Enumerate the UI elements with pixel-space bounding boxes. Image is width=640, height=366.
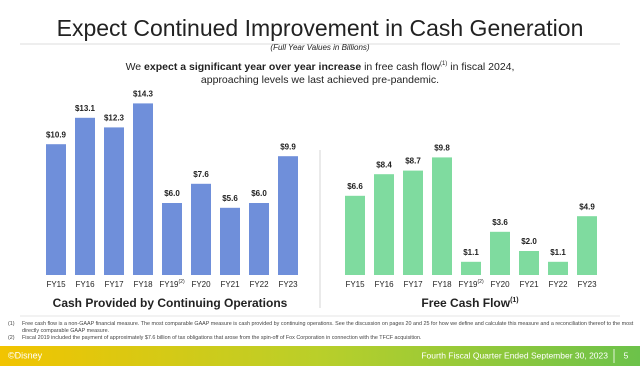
category: FY15 xyxy=(345,280,365,289)
value-label: $8.7 xyxy=(405,157,421,166)
value-label: $9.9 xyxy=(280,142,296,151)
chart-title-text: Free Cash Flow xyxy=(421,296,510,310)
x-tick-label: FY15 xyxy=(46,280,66,289)
superscript: (2) xyxy=(179,279,185,285)
footnote-marker: (2) xyxy=(8,335,15,341)
chart-title: Free Cash Flow(1) xyxy=(421,296,518,310)
x-tick-label: FY21 xyxy=(220,280,240,289)
category: FY18 xyxy=(432,280,452,289)
value-label: $6.6 xyxy=(347,182,363,191)
bar xyxy=(249,203,269,275)
body-text: We xyxy=(126,61,144,73)
x-tick-label: FY16 xyxy=(75,280,95,289)
x-tick-label: FY20 xyxy=(490,280,510,289)
footer-bar xyxy=(0,346,640,366)
bar xyxy=(548,261,568,275)
chart-title: Cash Provided by Continuing Operations xyxy=(53,296,288,310)
x-tick-label: FY19(2) xyxy=(159,279,185,289)
x-tick-label: FY21 xyxy=(519,280,539,289)
x-tick-label: FY23 xyxy=(577,280,597,289)
category: FY18 xyxy=(133,280,153,289)
value-label: $3.6 xyxy=(492,218,508,227)
category: FY20 xyxy=(191,280,211,289)
page-number: 5 xyxy=(624,350,629,360)
x-tick-label: FY20 xyxy=(191,280,211,289)
superscript: (1) xyxy=(510,297,519,304)
body-text: in fiscal 2024, xyxy=(447,61,514,73)
value-label: $1.1 xyxy=(463,248,479,257)
category: FY19 xyxy=(458,280,478,289)
value-label: $10.9 xyxy=(46,130,67,139)
x-tick-label: FY22 xyxy=(249,280,269,289)
value-label: $9.8 xyxy=(434,144,450,153)
x-tick-label: FY23 xyxy=(278,280,298,289)
x-tick-label: FY17 xyxy=(403,280,423,289)
category: FY19 xyxy=(159,280,179,289)
bar xyxy=(75,117,95,275)
chart-title-text: Cash Provided by Continuing Operations xyxy=(53,296,288,310)
body-bold: expect a significant year over year incr… xyxy=(144,61,361,73)
value-label: $14.3 xyxy=(133,90,154,99)
superscript: (2) xyxy=(478,279,484,285)
bar xyxy=(104,127,124,276)
x-tick-label: FY18 xyxy=(133,280,153,289)
body-text: in free cash flow xyxy=(361,61,440,73)
footnote: Fiscal 2019 included the payment of appr… xyxy=(22,335,422,341)
value-label: $1.1 xyxy=(550,248,566,257)
bar xyxy=(191,183,211,275)
value-label: $6.0 xyxy=(251,189,267,198)
bar xyxy=(403,170,423,275)
category: FY21 xyxy=(220,280,240,289)
bar xyxy=(490,231,510,275)
footnote-marker: (1) xyxy=(8,321,15,327)
superscript: (1) xyxy=(440,61,447,67)
value-label: $6.0 xyxy=(164,189,180,198)
value-label: $2.0 xyxy=(521,237,537,246)
bar xyxy=(278,156,298,275)
x-tick-label: FY16 xyxy=(374,280,394,289)
value-label: $7.6 xyxy=(193,170,209,179)
category: FY16 xyxy=(75,280,95,289)
x-tick-label: FY17 xyxy=(104,280,124,289)
value-label: $12.3 xyxy=(104,114,125,123)
bar xyxy=(577,216,597,275)
category: FY20 xyxy=(490,280,510,289)
bar xyxy=(220,207,240,275)
bar xyxy=(162,203,182,275)
category: FY17 xyxy=(104,280,124,289)
bar xyxy=(374,174,394,275)
category: FY17 xyxy=(403,280,423,289)
subtitle: (Full Year Values in Billions) xyxy=(270,43,369,52)
value-label: $4.9 xyxy=(579,202,595,211)
category: FY23 xyxy=(577,280,597,289)
body-line: approaching levels we last achieved pre-… xyxy=(201,74,439,86)
bar xyxy=(133,103,153,276)
footer-brand: ©Disney xyxy=(8,350,43,360)
category: FY15 xyxy=(46,280,66,289)
bar xyxy=(345,195,365,275)
bar xyxy=(46,144,66,275)
x-tick-label: FY22 xyxy=(548,280,568,289)
footnote: Free cash flow is a non-GAAP financial m… xyxy=(22,321,634,334)
category: FY16 xyxy=(374,280,394,289)
category: FY21 xyxy=(519,280,539,289)
value-label: $5.6 xyxy=(222,194,238,203)
value-label: $13.1 xyxy=(75,104,96,113)
slide-title: Expect Continued Improvement in Cash Gen… xyxy=(57,15,584,41)
category: FY22 xyxy=(548,280,568,289)
value-label: $8.4 xyxy=(376,160,392,169)
bar xyxy=(519,251,539,275)
footer-text: Fourth Fiscal Quarter Ended September 30… xyxy=(421,350,608,360)
x-tick-label: FY18 xyxy=(432,280,452,289)
body-line: We expect a significant year over year i… xyxy=(126,61,515,73)
bar xyxy=(432,157,452,275)
x-tick-label: FY15 xyxy=(345,280,365,289)
category: FY23 xyxy=(278,280,298,289)
bar xyxy=(461,261,481,275)
category: FY22 xyxy=(249,280,269,289)
x-tick-label: FY19(2) xyxy=(458,279,484,289)
